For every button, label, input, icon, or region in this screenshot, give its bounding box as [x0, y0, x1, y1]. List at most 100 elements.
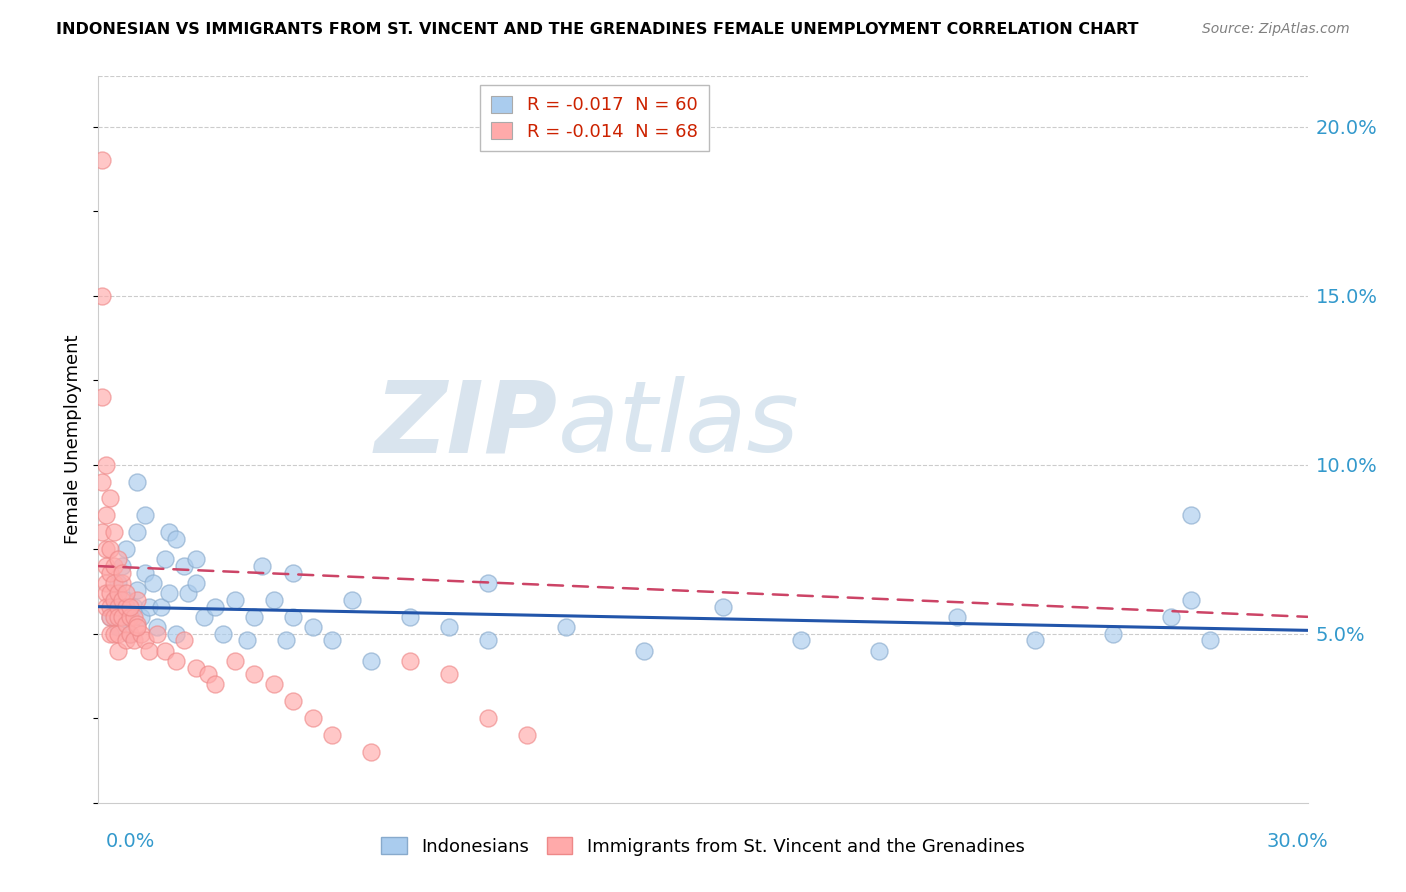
Point [177, 586, 200, 600]
Point [399, 610, 422, 624]
Point [118, 599, 141, 614]
Point [1199, 633, 1222, 648]
Point [103, 593, 125, 607]
Point [127, 620, 149, 634]
Point [114, 586, 136, 600]
Point [789, 633, 811, 648]
Point [111, 566, 134, 580]
Point [224, 654, 246, 668]
Point [235, 633, 257, 648]
Point [107, 599, 129, 614]
Point [283, 610, 305, 624]
Point [98, 586, 121, 600]
Point [439, 620, 461, 634]
Point [477, 633, 499, 648]
Point [138, 643, 160, 657]
Point [477, 711, 499, 725]
Point [1101, 626, 1123, 640]
Point [127, 582, 149, 597]
Point [111, 576, 134, 591]
Point [107, 610, 129, 624]
Point [165, 626, 187, 640]
Point [340, 593, 363, 607]
Point [131, 610, 153, 624]
Point [122, 610, 145, 624]
Point [165, 532, 187, 546]
Point [146, 620, 169, 634]
Point [945, 610, 967, 624]
Point [142, 576, 165, 591]
Point [122, 633, 145, 648]
Point [98, 626, 121, 640]
Point [96, 576, 118, 591]
Point [321, 633, 343, 648]
Point [91, 288, 114, 302]
Text: ZIP: ZIP [375, 376, 558, 474]
Point [157, 586, 180, 600]
Point [555, 620, 578, 634]
Point [134, 566, 156, 580]
Point [633, 643, 655, 657]
Legend: R = -0.017  N = 60, R = -0.014  N = 68: R = -0.017 N = 60, R = -0.014 N = 68 [479, 85, 709, 152]
Point [184, 576, 207, 591]
Point [516, 728, 538, 742]
Point [127, 593, 149, 607]
Point [184, 660, 207, 674]
Point [103, 626, 125, 640]
Point [134, 508, 156, 523]
Point [96, 559, 118, 574]
Point [103, 525, 125, 540]
Point [165, 654, 187, 668]
Point [98, 599, 121, 614]
Point [107, 626, 129, 640]
Point [114, 633, 136, 648]
Point [184, 552, 207, 566]
Point [114, 542, 136, 557]
Point [122, 599, 145, 614]
Point [91, 525, 114, 540]
Point [439, 667, 461, 681]
Point [157, 525, 180, 540]
Point [111, 610, 134, 624]
Point [98, 610, 121, 624]
Point [153, 552, 176, 566]
Point [131, 626, 153, 640]
Point [711, 599, 734, 614]
Point [98, 491, 121, 506]
Text: Source: ZipAtlas.com: Source: ZipAtlas.com [1202, 22, 1350, 37]
Point [149, 599, 172, 614]
Point [212, 626, 235, 640]
Point [103, 576, 125, 591]
Y-axis label: Female Unemployment: Female Unemployment [65, 334, 83, 544]
Point [96, 542, 118, 557]
Point [96, 508, 118, 523]
Point [111, 593, 134, 607]
Point [103, 593, 125, 607]
Point [204, 677, 226, 691]
Point [1160, 610, 1182, 624]
Point [146, 626, 169, 640]
Point [153, 643, 176, 657]
Text: 0.0%: 0.0% [105, 831, 155, 851]
Point [91, 475, 114, 489]
Point [283, 566, 305, 580]
Point [111, 610, 134, 624]
Point [114, 599, 136, 614]
Point [477, 576, 499, 591]
Text: 30.0%: 30.0% [1267, 831, 1329, 851]
Point [243, 610, 266, 624]
Point [360, 654, 382, 668]
Point [107, 620, 129, 634]
Point [118, 626, 141, 640]
Text: atlas: atlas [558, 376, 800, 474]
Point [1180, 593, 1202, 607]
Point [107, 643, 129, 657]
Point [118, 626, 141, 640]
Point [96, 586, 118, 600]
Point [107, 552, 129, 566]
Point [399, 654, 422, 668]
Point [103, 610, 125, 624]
Point [98, 542, 121, 557]
Point [197, 667, 219, 681]
Point [252, 559, 274, 574]
